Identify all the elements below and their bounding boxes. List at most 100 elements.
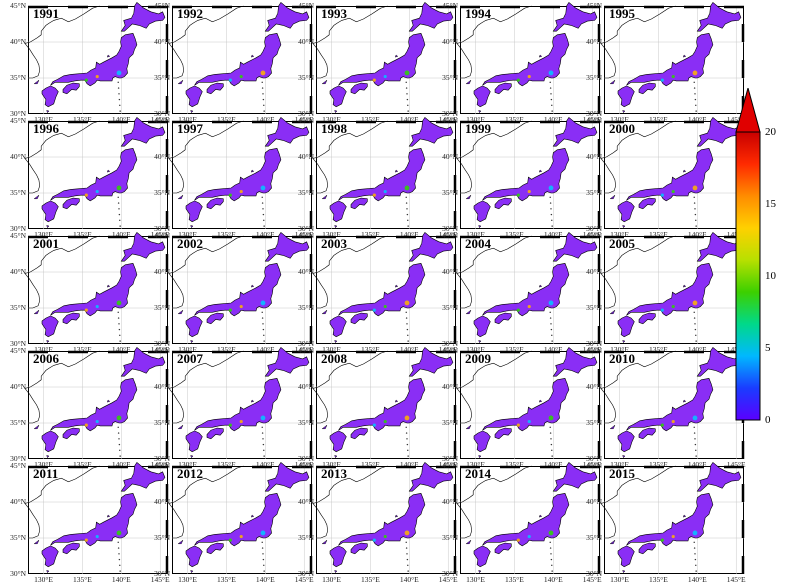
- latitude-label: 45°N: [10, 346, 26, 355]
- intensity-hotspot: [660, 308, 664, 312]
- latitude-label: 45°N: [442, 116, 458, 125]
- panel-year-label: 2005: [609, 236, 635, 251]
- izu-island-dot: [550, 558, 553, 561]
- longitude-label: 130°E: [610, 115, 629, 124]
- small-island: [250, 54, 255, 58]
- map-canvas: [456, 1, 601, 114]
- small-island: [250, 169, 255, 173]
- small-island: [682, 399, 687, 403]
- izu-island-dot: [261, 541, 263, 544]
- latitude-label: 30°N: [10, 454, 26, 463]
- small-island: [177, 425, 184, 430]
- izu-island-dot: [693, 432, 696, 434]
- small-island: [478, 340, 482, 344]
- map-panel-2003: 2003 45°N 40°N 35°N 30°N 130°E 135°E 140°E 145°E: [298, 232, 458, 354]
- latitude-label: 40°N: [298, 152, 314, 161]
- small-island: [538, 514, 543, 518]
- longitude-label: 130°E: [322, 345, 341, 354]
- honshu-island: [50, 148, 138, 202]
- small-island: [190, 455, 194, 459]
- small-island: [106, 169, 111, 173]
- izu-island-dot: [694, 323, 696, 325]
- longitude-label: 140°E: [399, 230, 419, 239]
- small-island: [106, 399, 111, 403]
- shikoku-island: [350, 312, 368, 325]
- hokkaido-island: [408, 1, 454, 32]
- izu-island-dot: [119, 104, 121, 107]
- izu-island-dot: [694, 328, 697, 331]
- small-island: [622, 570, 626, 574]
- izu-island-dot: [695, 110, 697, 112]
- panel-year-label: 1991: [33, 6, 59, 21]
- izu-island-dot: [551, 449, 553, 452]
- izu-island-dot: [118, 98, 121, 101]
- small-island: [682, 169, 687, 173]
- honshu-island: [338, 263, 426, 317]
- intensity-hotspot: [239, 189, 243, 194]
- izu-island-dot: [406, 438, 408, 440]
- shikoku-island: [494, 542, 512, 555]
- hokkaido-island: [120, 1, 166, 32]
- mainland-coastline: [312, 5, 388, 79]
- kyushu-island: [617, 545, 635, 568]
- izu-island-dot: [407, 449, 409, 452]
- map-panel-2011: 2011 45°N 40°N 35°N 30°N 130°E 135°E 140°E 145°E: [10, 462, 170, 584]
- intensity-hotspot: [260, 530, 266, 536]
- small-island: [478, 455, 482, 459]
- map-panel-1993: 1993 45°N 40°N 35°N 30°N 130°E 135°E 140°E 145°E: [298, 2, 458, 124]
- latitude-label: 45°N: [442, 461, 458, 470]
- kyushu-island: [473, 430, 491, 453]
- map-canvas: [600, 1, 745, 114]
- mainland-coastline: [168, 465, 244, 539]
- small-island: [106, 54, 111, 58]
- honshu-island: [338, 33, 426, 87]
- kyushu-island: [329, 315, 347, 338]
- small-island: [334, 570, 338, 574]
- panel-year-label: 2011: [33, 466, 59, 481]
- longitude-label: 140°E: [687, 460, 707, 469]
- izu-island-dot: [406, 558, 409, 561]
- izu-island-dot: [117, 547, 120, 549]
- izu-island-dot: [407, 570, 409, 572]
- small-island: [190, 225, 194, 229]
- intensity-hotspot: [116, 530, 122, 536]
- hokkaido-island: [696, 1, 742, 32]
- intensity-hotspot: [116, 185, 122, 191]
- izu-island-dot: [550, 328, 553, 331]
- izu-island-dot: [693, 87, 696, 89]
- longitude-label: 130°E: [34, 230, 53, 239]
- colorbar-tick-5: 5: [765, 342, 771, 354]
- latitude-label: 45°N: [586, 461, 602, 470]
- map-canvas: [456, 346, 601, 459]
- izu-island-dot: [262, 323, 264, 325]
- intensity-hotspot: [404, 185, 410, 191]
- small-island: [609, 425, 616, 430]
- small-island: [478, 570, 482, 574]
- hokkaido-island: [120, 346, 166, 377]
- izu-island-dot: [695, 225, 697, 227]
- map-canvas: [600, 116, 745, 229]
- izu-island-dot: [117, 81, 119, 84]
- shikoku-island: [494, 427, 512, 440]
- latitude-label: 40°N: [10, 497, 26, 506]
- latitude-label: 40°N: [298, 37, 314, 46]
- intensity-hotspot: [228, 193, 232, 197]
- izu-island-dot: [119, 449, 121, 452]
- izu-island-dot: [262, 558, 265, 561]
- latitude-label: 40°N: [442, 497, 458, 506]
- mainland-coastline: [312, 465, 388, 539]
- latitude-label: 40°N: [586, 37, 602, 46]
- colorbar-tick-15: 15: [765, 198, 776, 210]
- latitude-label: 30°N: [586, 224, 602, 233]
- kyushu-island: [617, 200, 635, 223]
- mainland-coastline: [24, 350, 100, 424]
- izu-island-dot: [551, 225, 553, 227]
- map-canvas: [312, 116, 457, 229]
- honshu-island: [50, 493, 138, 547]
- honshu-island: [194, 33, 282, 87]
- longitude-label: 140°E: [255, 345, 275, 354]
- panel-year-label: 1995: [609, 6, 635, 21]
- small-island: [250, 514, 255, 518]
- intensity-hotspot: [404, 415, 410, 421]
